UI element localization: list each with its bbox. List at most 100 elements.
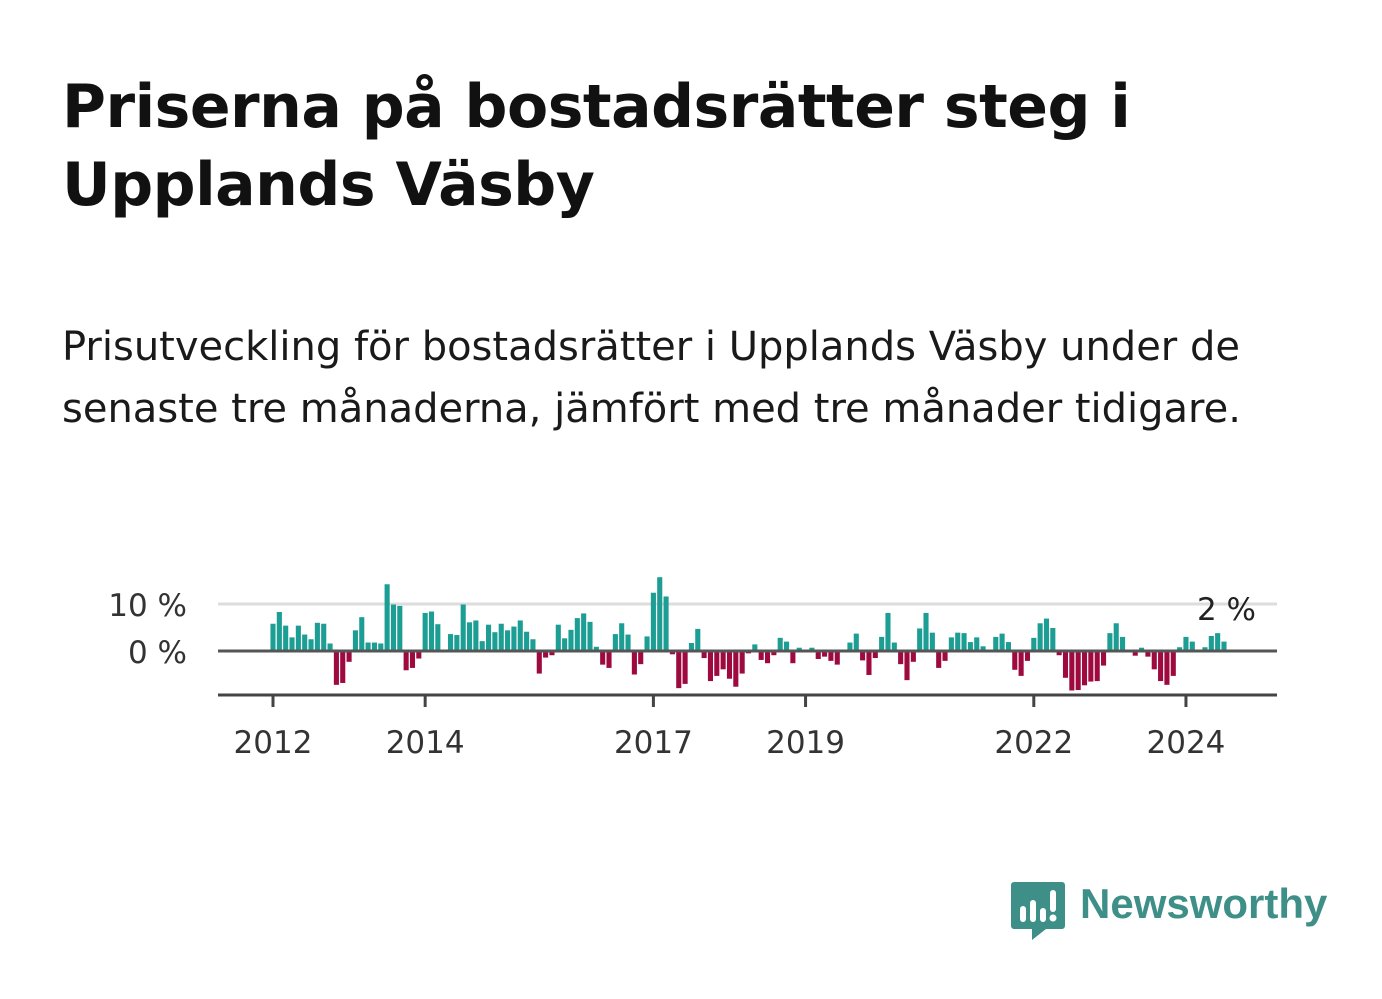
x-tick-label: 2022 (994, 725, 1073, 761)
bar (568, 629, 574, 651)
bar (600, 651, 606, 665)
bar (530, 639, 536, 651)
bar (879, 636, 885, 651)
bar (695, 628, 701, 651)
bar (473, 620, 479, 651)
bar (777, 637, 783, 651)
bar (815, 651, 821, 659)
bar (834, 651, 840, 665)
bar (340, 651, 346, 683)
bar (466, 622, 473, 651)
bar (371, 642, 377, 651)
bar (783, 641, 790, 651)
bar (638, 651, 644, 665)
bar (764, 651, 771, 664)
axes (218, 649, 1277, 707)
bar (390, 604, 397, 651)
bar (1107, 633, 1113, 651)
bar (866, 651, 872, 675)
bar (1208, 635, 1214, 651)
y-tick-label: 10 % (108, 588, 187, 624)
bar (314, 622, 320, 651)
bar (302, 634, 308, 651)
bar (619, 623, 625, 651)
bar (1012, 651, 1018, 670)
x-tick-label: 2014 (386, 725, 465, 761)
bar (454, 635, 460, 651)
bar (707, 651, 714, 682)
bar (295, 625, 301, 651)
bar (682, 651, 688, 684)
bar (771, 651, 777, 656)
bar (549, 651, 555, 656)
tick-labels: 0 % 10 % 2012 2014 2017 2019 2022 2024 2 % (108, 588, 1256, 761)
bar (676, 651, 682, 689)
bar (1069, 651, 1075, 691)
bar (1132, 651, 1138, 656)
bar (505, 630, 511, 651)
bar (378, 643, 384, 651)
bar (1050, 627, 1056, 651)
bar (384, 584, 390, 651)
bar (460, 604, 466, 651)
bar (669, 651, 675, 655)
bar (961, 633, 967, 651)
bar (1100, 651, 1107, 666)
bar (1113, 623, 1119, 651)
bar (536, 651, 542, 674)
bar (1139, 647, 1145, 651)
y-tick-label: 0 % (128, 635, 187, 671)
newsworthy-logo-icon (1011, 882, 1065, 940)
bar (917, 628, 923, 651)
x-tick-label: 2017 (614, 725, 693, 761)
x-tick-label: 2012 (234, 725, 313, 761)
bar (891, 642, 897, 651)
bar (980, 646, 986, 651)
bar (942, 651, 948, 661)
bar (872, 651, 878, 659)
bar (422, 612, 428, 651)
bar (1221, 641, 1227, 651)
bar (1031, 637, 1037, 651)
bar (289, 637, 295, 651)
bar (574, 618, 580, 651)
bar (657, 577, 663, 651)
bar (1056, 651, 1062, 656)
bar (955, 632, 961, 651)
bar (847, 642, 853, 651)
bar (1151, 651, 1157, 670)
bar (283, 625, 289, 651)
bar (333, 651, 339, 685)
bar (644, 636, 650, 651)
bar (479, 641, 485, 651)
bar (688, 643, 694, 651)
bar (1043, 618, 1050, 651)
chart-subtitle: Prisutveckling för bostadsrätter i Uppla… (62, 324, 1241, 432)
bar (327, 643, 333, 651)
newsworthy-logo: Newsworthy (1010, 878, 1330, 942)
bar (612, 634, 618, 651)
x-tick-label: 2019 (766, 725, 845, 761)
bar (720, 651, 726, 670)
bar (714, 651, 720, 676)
bar (365, 642, 371, 651)
bar (524, 631, 530, 651)
bar (650, 592, 656, 651)
bar (435, 624, 441, 651)
bar (346, 651, 352, 662)
bar (758, 651, 764, 660)
bar (910, 651, 916, 662)
bar (936, 651, 942, 668)
bar (828, 651, 834, 661)
brand-name: Newsworthy (1080, 880, 1328, 927)
bar (625, 634, 631, 651)
bar (1081, 651, 1088, 686)
bar (606, 651, 612, 668)
page-title: Priserna på bostadsrätter steg i Uppland… (62, 72, 1131, 220)
bar (1120, 636, 1126, 651)
bar (1177, 647, 1183, 651)
bar-series (270, 577, 1227, 691)
bar (492, 632, 498, 651)
bar (593, 646, 599, 651)
bar (739, 651, 745, 674)
